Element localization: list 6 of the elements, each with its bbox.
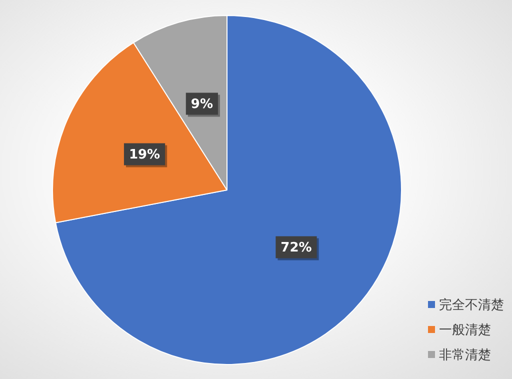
data-label: 19% <box>128 148 160 163</box>
data-label: 9% <box>190 97 213 112</box>
legend-label: 一般清楚 <box>439 322 491 338</box>
legend-label: 非常清楚 <box>439 346 491 364</box>
slice-label: 完全不清楚 <box>439 296 504 314</box>
data-label: 72% <box>280 240 312 256</box>
